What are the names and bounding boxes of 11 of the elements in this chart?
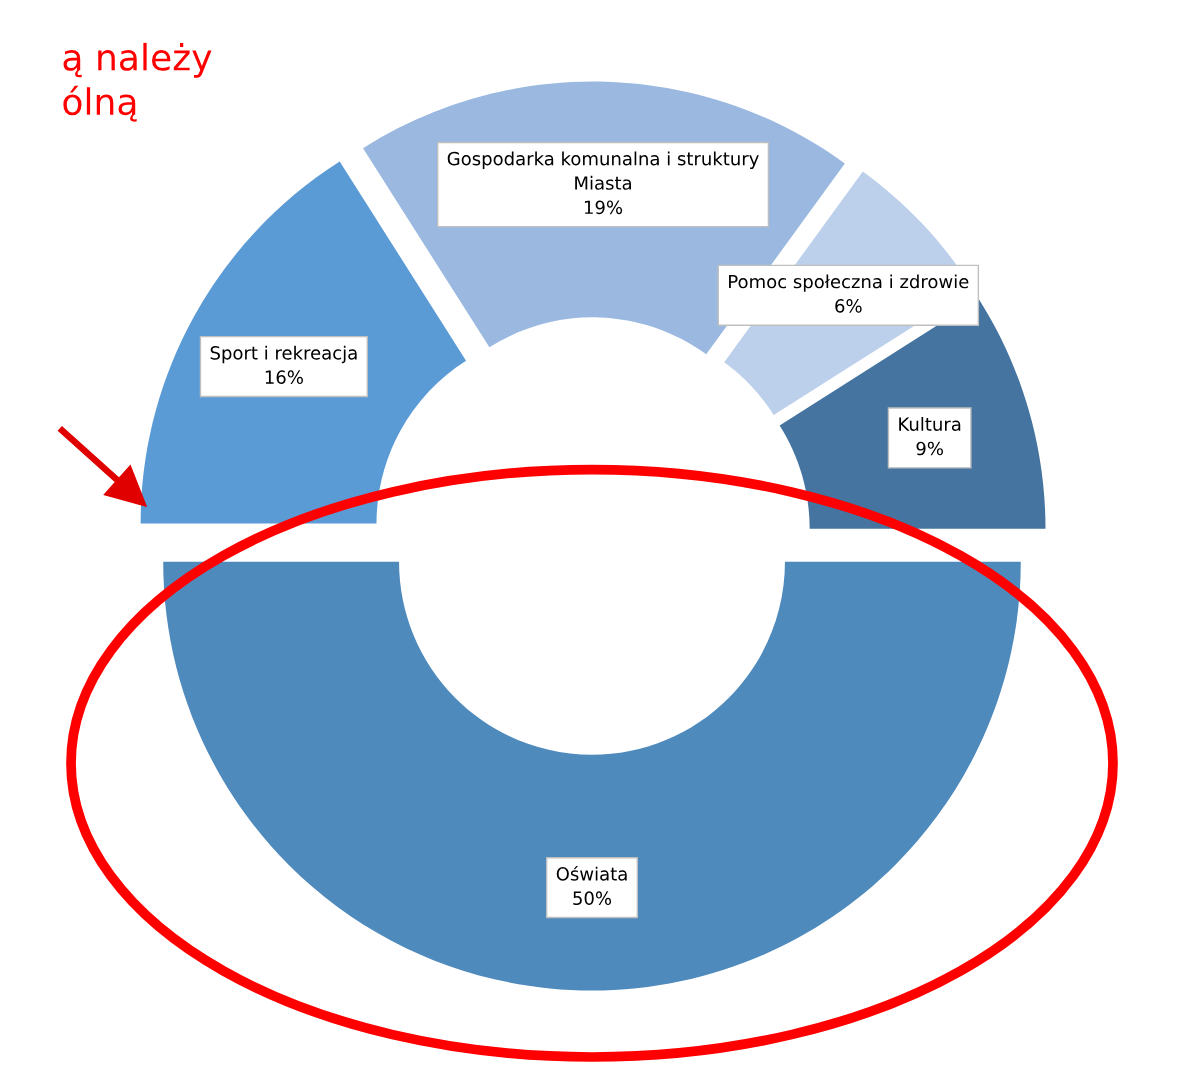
data-label: 9% bbox=[916, 441, 943, 456]
data-label: 19% bbox=[584, 200, 623, 215]
slice-label: Kultura bbox=[899, 417, 961, 431]
data-label: 6% bbox=[835, 299, 862, 313]
slice-label: Oświata bbox=[556, 865, 627, 881]
text: ą należy ólną bbox=[63, 42, 212, 122]
slice-label: Sport i rekreacja bbox=[210, 345, 357, 364]
slice-label: Gospodarka komunalna i struktury Miasta bbox=[447, 151, 759, 190]
data-label: 16% bbox=[265, 370, 303, 385]
data-label: 50% bbox=[573, 891, 612, 906]
slice-label: Pomoc społeczna i zdrowie bbox=[729, 274, 969, 292]
